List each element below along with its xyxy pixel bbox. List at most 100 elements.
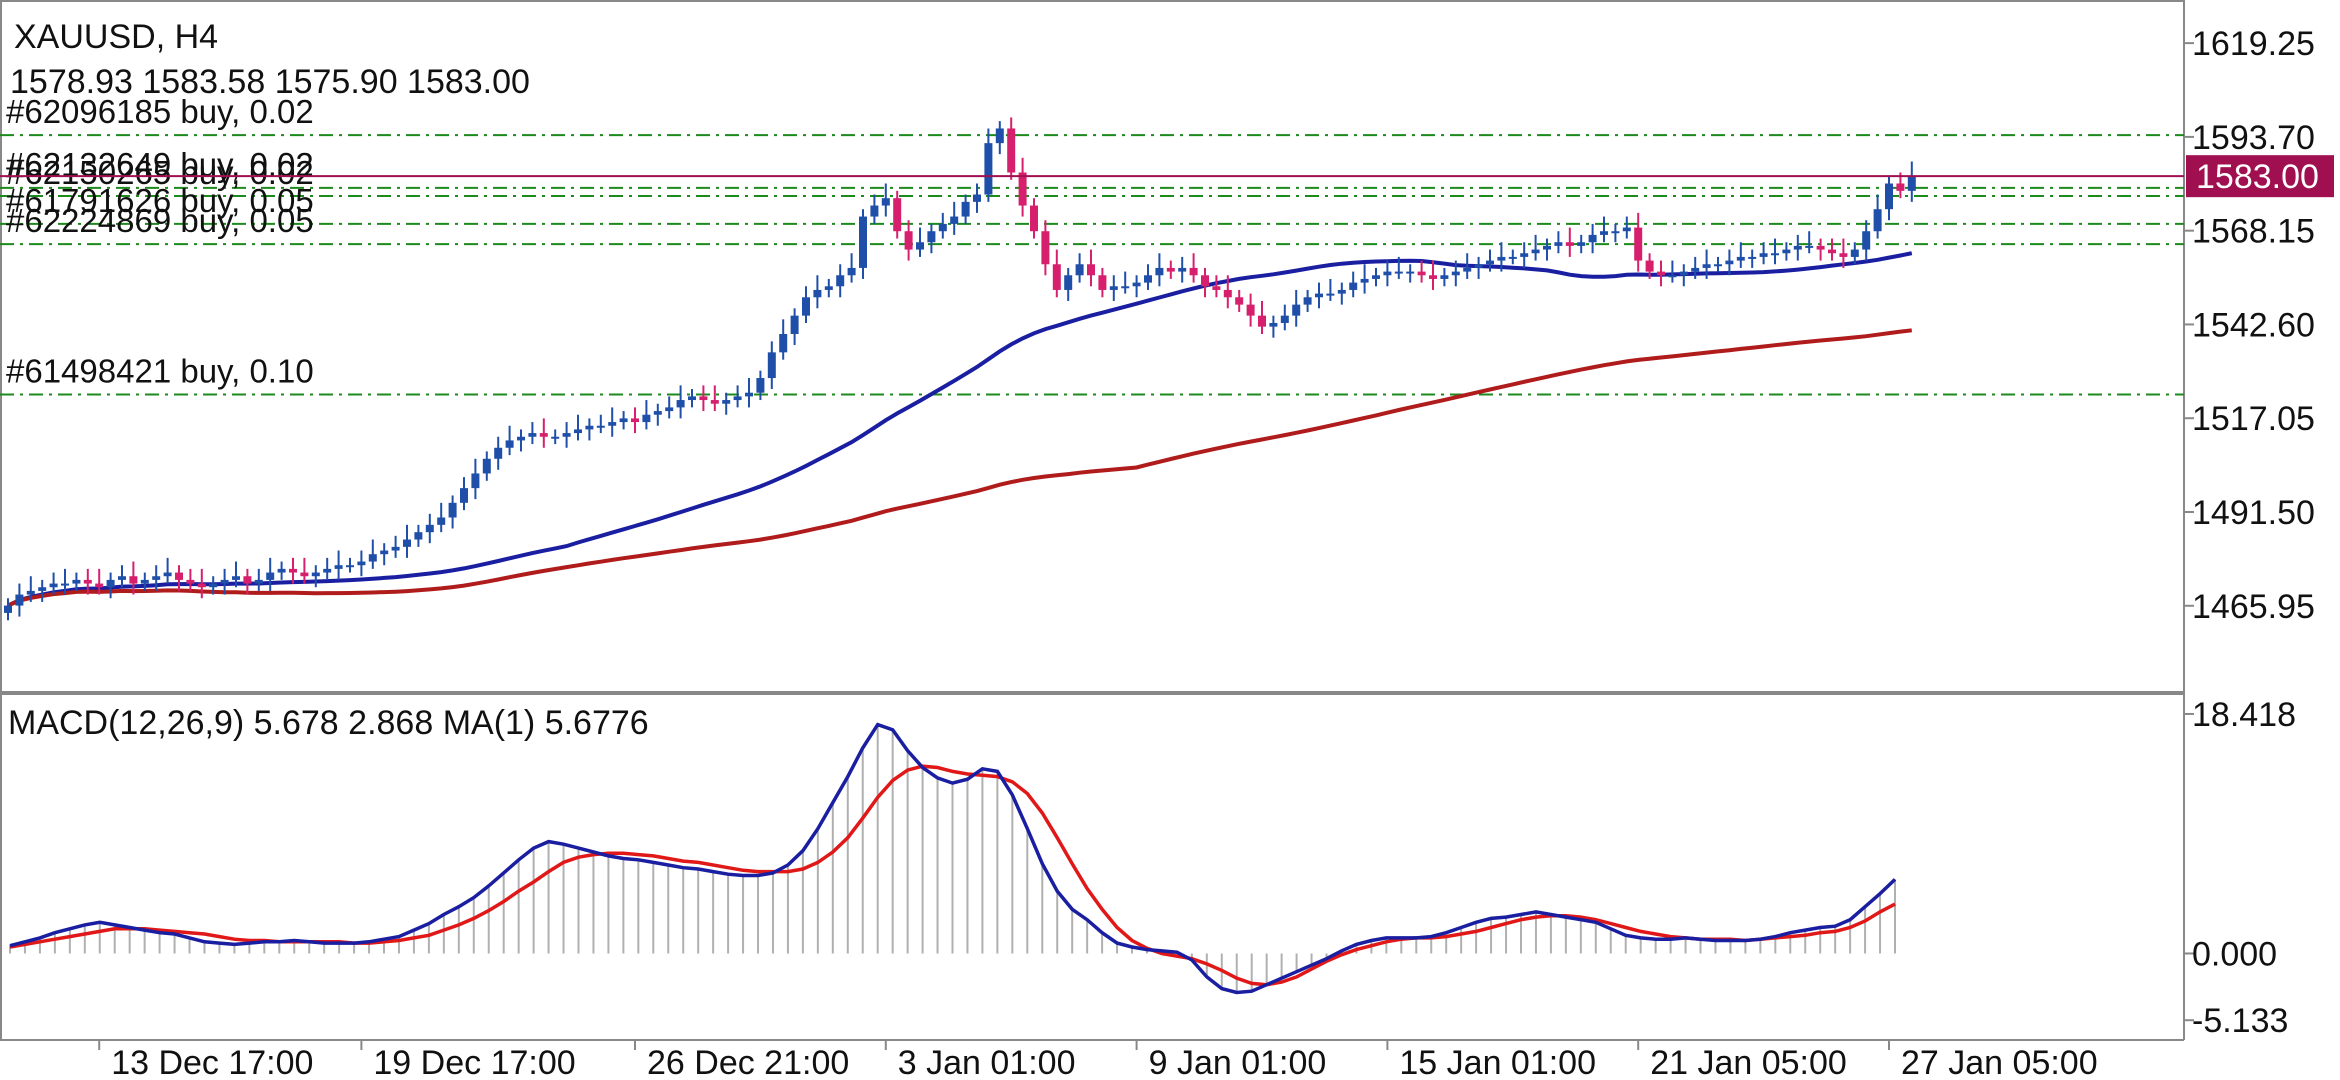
candle[interactable]: [1372, 267, 1380, 287]
candle[interactable]: [1075, 253, 1084, 283]
candle[interactable]: [1018, 157, 1027, 217]
candle[interactable]: [1349, 271, 1358, 298]
candle[interactable]: [1805, 231, 1814, 254]
candle[interactable]: [676, 385, 685, 419]
candle[interactable]: [277, 561, 286, 580]
candle[interactable]: [346, 557, 354, 573]
candle[interactable]: [984, 128, 993, 202]
candle[interactable]: [1520, 242, 1529, 268]
candle[interactable]: [1269, 315, 1278, 338]
candle[interactable]: [118, 565, 126, 588]
candle[interactable]: [368, 539, 377, 569]
candle[interactable]: [1748, 249, 1757, 268]
candle[interactable]: [460, 477, 468, 511]
candle[interactable]: [1497, 242, 1506, 272]
candle[interactable]: [323, 557, 332, 580]
candle[interactable]: [243, 568, 252, 595]
candle[interactable]: [1166, 260, 1175, 279]
candle[interactable]: [1292, 289, 1301, 327]
candle[interactable]: [688, 389, 696, 408]
candle[interactable]: [209, 576, 218, 595]
candle[interactable]: [1144, 264, 1152, 290]
candle[interactable]: [1440, 267, 1449, 287]
candle[interactable]: [1109, 275, 1118, 301]
candle[interactable]: [1543, 238, 1551, 261]
candle[interactable]: [916, 227, 924, 257]
candle[interactable]: [1679, 264, 1688, 287]
candle[interactable]: [710, 385, 719, 412]
candle[interactable]: [1554, 231, 1563, 254]
candle[interactable]: [596, 414, 605, 434]
candle[interactable]: [1839, 238, 1848, 268]
candle[interactable]: [870, 194, 879, 224]
candle[interactable]: [1258, 300, 1266, 334]
candle[interactable]: [802, 286, 810, 323]
candle[interactable]: [1634, 212, 1643, 272]
candle[interactable]: [1212, 275, 1221, 298]
candle[interactable]: [1508, 249, 1517, 265]
candle[interactable]: [767, 341, 776, 390]
candle[interactable]: [1417, 260, 1426, 283]
candle[interactable]: [973, 183, 981, 213]
candle[interactable]: [1280, 304, 1289, 331]
candle[interactable]: [733, 385, 742, 408]
candle[interactable]: [699, 385, 708, 412]
candle[interactable]: [1725, 249, 1734, 276]
candle[interactable]: [995, 121, 1004, 155]
candle[interactable]: [391, 535, 400, 558]
candle[interactable]: [847, 253, 856, 283]
candle[interactable]: [631, 407, 639, 434]
candle[interactable]: [1714, 256, 1722, 272]
candle[interactable]: [562, 422, 571, 448]
candle[interactable]: [904, 220, 913, 261]
candle[interactable]: [1155, 253, 1164, 287]
candle[interactable]: [1759, 242, 1768, 265]
candle[interactable]: [403, 524, 411, 558]
candle[interactable]: [83, 568, 92, 595]
candle[interactable]: [1007, 117, 1016, 180]
candle[interactable]: [437, 502, 446, 533]
candle[interactable]: [26, 576, 35, 602]
candle[interactable]: [220, 568, 229, 595]
candle[interactable]: [38, 579, 47, 602]
candle[interactable]: [482, 451, 491, 481]
candle[interactable]: [1816, 238, 1825, 261]
candle[interactable]: [1337, 282, 1346, 305]
candle[interactable]: [1668, 260, 1677, 283]
candle[interactable]: [642, 400, 651, 430]
candle[interactable]: [779, 319, 788, 360]
candle[interactable]: [4, 598, 12, 621]
candle[interactable]: [152, 565, 161, 591]
candle[interactable]: [197, 568, 206, 599]
candle[interactable]: [961, 194, 970, 224]
candle[interactable]: [1132, 275, 1141, 298]
candle[interactable]: [1622, 216, 1631, 239]
candle[interactable]: [1064, 267, 1073, 301]
candle[interactable]: [106, 572, 115, 599]
candle[interactable]: [1087, 249, 1095, 287]
candle[interactable]: [619, 411, 628, 430]
candle[interactable]: [1052, 249, 1061, 298]
candle[interactable]: [1178, 256, 1187, 283]
price-pane[interactable]: #62096185 buy, 0.02#62132649 buy, 0.02#6…: [0, 93, 2184, 621]
candle[interactable]: [334, 550, 343, 580]
candle[interactable]: [1782, 242, 1791, 261]
candle[interactable]: [585, 418, 594, 441]
candle[interactable]: [95, 568, 104, 595]
candle[interactable]: [938, 212, 947, 239]
candle[interactable]: [1702, 249, 1711, 279]
candle[interactable]: [1873, 194, 1882, 239]
candle[interactable]: [505, 425, 514, 456]
candle[interactable]: [1885, 176, 1893, 221]
candle[interactable]: [72, 572, 81, 591]
candle[interactable]: [425, 513, 434, 544]
candle[interactable]: [893, 190, 902, 239]
candle[interactable]: [1611, 223, 1620, 243]
candle[interactable]: [448, 495, 457, 529]
candle[interactable]: [1463, 253, 1472, 279]
candle[interactable]: [1565, 227, 1574, 257]
candle[interactable]: [756, 370, 765, 401]
candle[interactable]: [254, 568, 263, 591]
candle[interactable]: [1862, 220, 1871, 261]
